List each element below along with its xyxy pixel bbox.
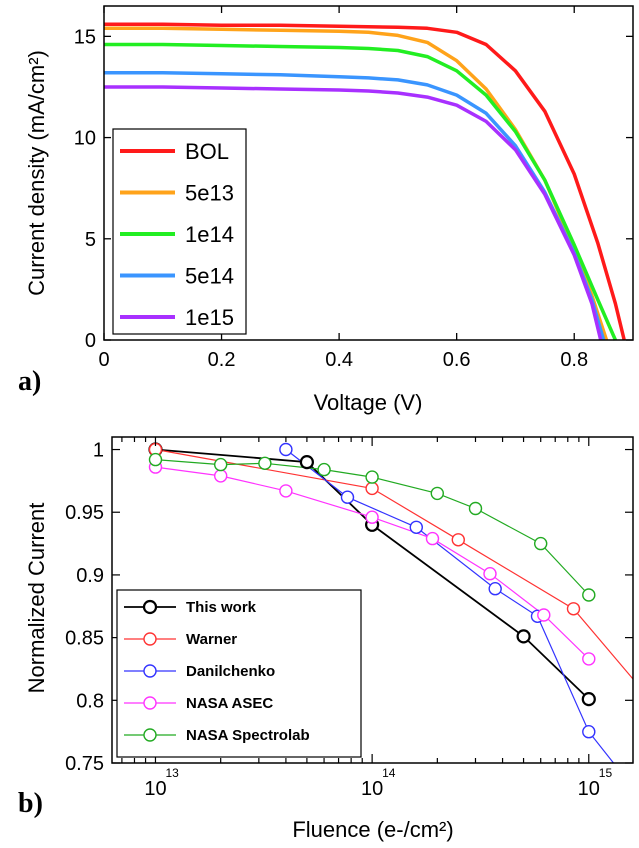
x-tick-label: 0.2 [208,349,236,371]
legend-swatch-marker-danilchenko [143,664,157,678]
point-this-work [299,455,314,470]
series-line-1e14 [104,42,618,341]
legend-label-1e15: 1e15 [185,305,234,330]
legend-label-nasa-spectrolab: NASA Spectrolab [186,727,310,744]
panel-a-tag: a) [18,366,41,397]
panel-a-chart: 0 0.2 0.4 0.6 0.8 0 5 10 15 Voltage (V) Current … [18,5,634,415]
point-nasa-spectrolab [148,452,163,467]
point-nasa-spectrolab [430,486,444,501]
y-tick-label: 0.9 [76,565,104,587]
legend-label-1e14: 1e14 [185,222,234,247]
x-tick-label: 0.4 [325,349,353,371]
panel-a-legend: BOL 5e13 1e14 5e14 1e15 [112,128,247,335]
point-nasa-spectrolab [258,456,272,470]
point-danilchenko [582,725,596,739]
y-tick-label: 0 [85,330,96,352]
x-tick-label-exponent: 13 [165,766,179,780]
x-tick-label: 10 [578,778,600,800]
point-danilchenko [409,520,423,534]
panel-b-legend-box [116,589,362,758]
point-nasa-spectrolab [365,470,379,484]
panel-a-xlabel: Voltage (V) [314,390,423,415]
legend-label-bol: BOL [185,139,229,164]
panel-b-series [148,442,633,763]
panel-b-xlabel: Fluence (e-/cm²) [292,817,453,842]
y-tick-label: 0.75 [65,753,104,775]
y-tick-label: 0.95 [65,502,104,524]
point-warner [451,533,465,547]
legend-swatch-marker-nasa-asec [143,696,157,710]
y-tick-label: 5 [85,229,96,251]
panel-a-series [104,22,626,341]
point-nasa-asec [213,469,228,483]
point-danilchenko [279,442,293,457]
panel-a-ylabel: Current density (mA/cm²) [24,50,49,296]
legend-label-5e13: 5e13 [185,181,234,206]
panel-b-ylabel: Normalized Current [24,503,49,694]
point-warner [566,602,581,616]
legend-label-this-work: This work [186,599,257,616]
x-tick-label: 0.8 [560,349,588,371]
y-tick-label: 0.85 [65,628,104,650]
point-this-work [581,691,596,707]
panel-a-legend-box [112,128,247,335]
panel-b-tag: b) [18,788,43,819]
x-tick-label-exponent: 14 [382,766,396,780]
point-nasa-asec [537,608,551,622]
point-nasa-asec [582,652,596,666]
point-danilchenko [340,490,355,504]
panel-a-frame [103,5,634,341]
point-nasa-spectrolab [213,457,228,472]
series-line-nasa-asec [155,466,590,660]
panel-a-ticks: 0 0.2 0.4 0.6 0.8 0 5 10 15 [74,6,633,371]
point-nasa-spectrolab [317,462,331,477]
x-tick-label: 0.6 [443,349,471,371]
legend-label-danilchenko: Danilchenko [186,663,275,680]
point-this-work [516,629,531,644]
legend-label-nasa-asec: NASA ASEC [186,695,273,712]
point-nasa-spectrolab [468,501,483,516]
panel-b-legend: This work Warner Danilchenko NASA ASEC NASA … [116,589,362,758]
legend-label-warner: Warner [186,631,237,648]
legend-label-5e14: 5e14 [185,264,234,289]
x-tick-label: 10 [361,778,383,800]
series-line-bol [104,22,626,341]
x-tick-label: 0 [98,349,109,371]
point-nasa-asec [425,531,440,546]
legend-swatch-marker-this-work [142,599,158,615]
point-nasa-spectrolab [534,536,548,551]
y-tick-label: 1 [93,440,104,462]
y-tick-label: 10 [74,128,96,150]
x-tick-label: 10 [144,778,166,800]
x-tick-label-exponent: 15 [599,766,613,780]
point-nasa-asec [483,567,497,581]
point-nasa-spectrolab [582,588,596,602]
point-warner [365,481,379,496]
point-nasa-asec [365,510,379,524]
y-tick-label: 0.8 [76,690,104,712]
point-danilchenko [488,582,502,596]
legend-swatch-marker-nasa-spectrolab [143,728,157,742]
series-line-1e15 [104,85,603,341]
legend-swatch-marker-warner [143,632,157,646]
point-nasa-asec [279,484,293,498]
y-tick-label: 15 [74,26,96,48]
